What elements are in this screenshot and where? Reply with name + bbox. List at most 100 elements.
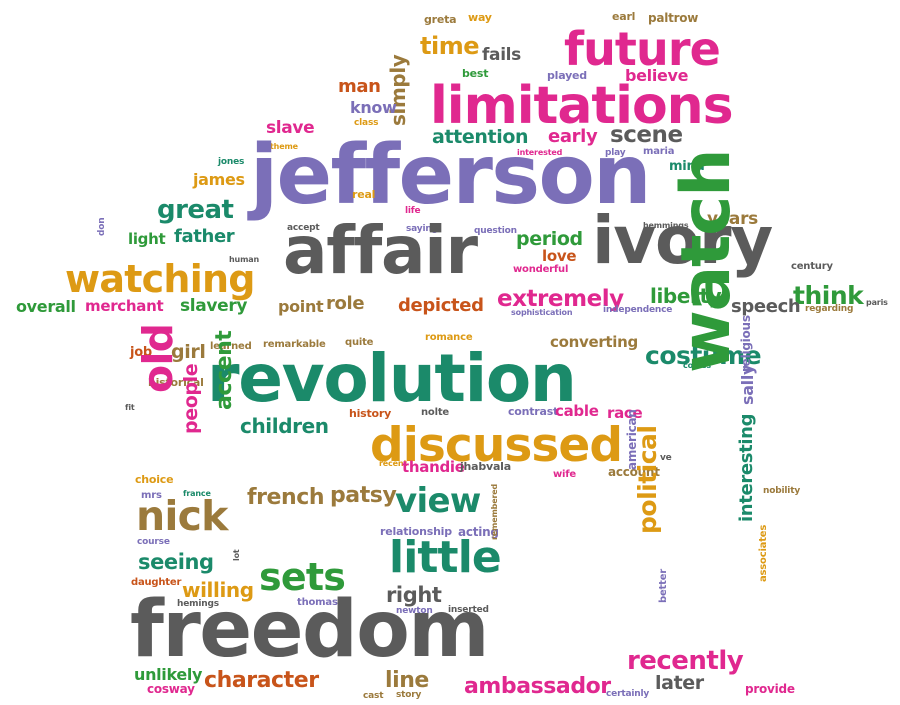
cloud-word-paltrow: paltrow (648, 11, 699, 25)
cloud-word-costume: costume (645, 341, 762, 370)
cloud-word-remembered: remembered (490, 483, 499, 540)
cloud-word-job: job (130, 345, 152, 360)
cloud-word-cast: cast (363, 691, 384, 701)
cloud-word-depicted: depicted (398, 295, 484, 316)
cloud-word-right: right (386, 583, 442, 607)
cloud-word-view: view (395, 481, 481, 521)
cloud-word-seeing: seeing (138, 550, 214, 574)
cloud-word-maria: maria (643, 146, 675, 157)
cloud-word-sets: sets (259, 555, 346, 599)
cloud-word-interested: interested (517, 148, 563, 157)
cloud-word-human: human (229, 255, 260, 264)
cloud-word-watching: watching (65, 257, 255, 301)
cloud-word-provide: provide (745, 682, 795, 696)
cloud-word-affair: affair (283, 212, 478, 289)
cloud-word-future: future (564, 22, 721, 76)
cloud-word-believe: believe (625, 66, 689, 85)
cloud-word-know: know (350, 98, 397, 117)
cloud-word-recent: recent (379, 459, 408, 468)
cloud-word-life: life (405, 206, 421, 216)
cloud-word-ve: ve (660, 453, 672, 463)
cloud-word-overall: overall (16, 297, 76, 316)
cloud-word-speech: speech (731, 296, 801, 317)
cloud-word-sally: sally (738, 364, 757, 405)
cloud-word-lot: lot (232, 549, 241, 561)
cloud-word-quite: quite (345, 337, 374, 348)
cloud-word-way: way (468, 11, 492, 24)
cloud-word-independence: independence (603, 305, 673, 315)
cloud-word-fails: fails (482, 45, 521, 65)
cloud-word-attention: attention (432, 126, 529, 148)
cloud-word-cable: cable (555, 402, 599, 420)
cloud-word-history: history (349, 407, 392, 420)
cloud-word-ambassador: ambassador (464, 674, 611, 699)
cloud-word-slavery: slavery (180, 296, 248, 316)
cloud-word-comes: comes (683, 361, 711, 370)
cloud-word-discussed: discussed (370, 418, 623, 473)
cloud-word-james: james (193, 170, 245, 189)
cloud-word-girl: girl (171, 341, 206, 363)
cloud-word-man: man (338, 76, 381, 97)
cloud-word-thomas: thomas (297, 597, 338, 608)
cloud-word-remarkable: remarkable (263, 339, 326, 350)
cloud-word-played: played (547, 69, 587, 82)
cloud-word-hemmings: hemmings (643, 221, 689, 230)
cloud-word-romance: romance (425, 332, 473, 343)
cloud-word-role: role (326, 293, 365, 314)
cloud-word-early: early (548, 126, 598, 147)
cloud-word-accept: accept (287, 223, 320, 233)
cloud-word-people: people (180, 363, 202, 434)
cloud-word-certainly: certainly (606, 689, 650, 699)
cloud-word-mrs: mrs (141, 490, 162, 501)
cloud-word-later: later (655, 672, 704, 694)
cloud-word-jhabvala: jhabvala (460, 460, 511, 473)
cloud-word-point: point (278, 297, 324, 316)
cloud-word-line: line (385, 668, 429, 693)
cloud-word-greta: greta (424, 13, 457, 26)
cloud-word-converting: converting (550, 333, 638, 351)
cloud-word-wonderful: wonderful (513, 264, 569, 275)
cloud-word-patsy: patsy (330, 483, 397, 508)
cloud-word-liberty: liberty (650, 284, 722, 308)
cloud-word-merchant: merchant (85, 297, 164, 315)
cloud-word-sophistication: sophistication (511, 308, 573, 317)
cloud-word-willing: willing (182, 578, 254, 602)
cloud-word-little: little (389, 532, 502, 583)
cloud-word-hemings: hemings (177, 599, 219, 609)
cloud-word-mind: mind (669, 159, 705, 174)
cloud-word-acting: acting (458, 525, 499, 539)
cloud-word-great: great (157, 195, 234, 225)
cloud-word-unlikely: unlikely (134, 665, 203, 684)
cloud-word-jones: jones (218, 157, 245, 167)
cloud-word-real: real (352, 188, 376, 201)
cloud-word-saying: saying (406, 224, 438, 234)
cloud-word-story: story (396, 690, 422, 700)
cloud-word-account: account (608, 465, 660, 479)
cloud-word-period: period (516, 228, 583, 250)
cloud-word-ivory: ivory (592, 202, 773, 279)
cloud-word-father: father (174, 226, 235, 247)
cloud-word-best: best (462, 67, 489, 80)
cloud-word-nolte: nolte (421, 407, 449, 418)
cloud-word-regarding: regarding (805, 304, 854, 314)
cloud-word-learned: learned (210, 341, 252, 352)
cloud-word-time: time (420, 32, 480, 60)
cloud-word-years: years (707, 209, 758, 229)
cloud-word-race: race (607, 404, 643, 422)
cloud-word-children: children (240, 414, 329, 438)
cloud-word-light: light (128, 230, 166, 248)
cloud-word-daughter: daughter (131, 577, 182, 588)
cloud-word-contrast: contrast (508, 405, 559, 418)
cloud-word-thandie: thandie (402, 458, 465, 476)
cloud-word-extremely: extremely (497, 286, 624, 312)
cloud-word-accent: accent (212, 330, 237, 410)
cloud-word-choice: choice (135, 473, 174, 486)
cloud-word-france: france (183, 489, 211, 498)
cloud-word-nobility: nobility (763, 486, 801, 496)
cloud-word-class: class (354, 118, 379, 128)
cloud-word-scene: scene (610, 122, 683, 148)
cloud-word-cosway: cosway (147, 682, 195, 696)
cloud-word-newton: newton (396, 606, 433, 616)
cloud-word-character: character (204, 668, 319, 693)
cloud-word-recently: recently (627, 646, 744, 676)
